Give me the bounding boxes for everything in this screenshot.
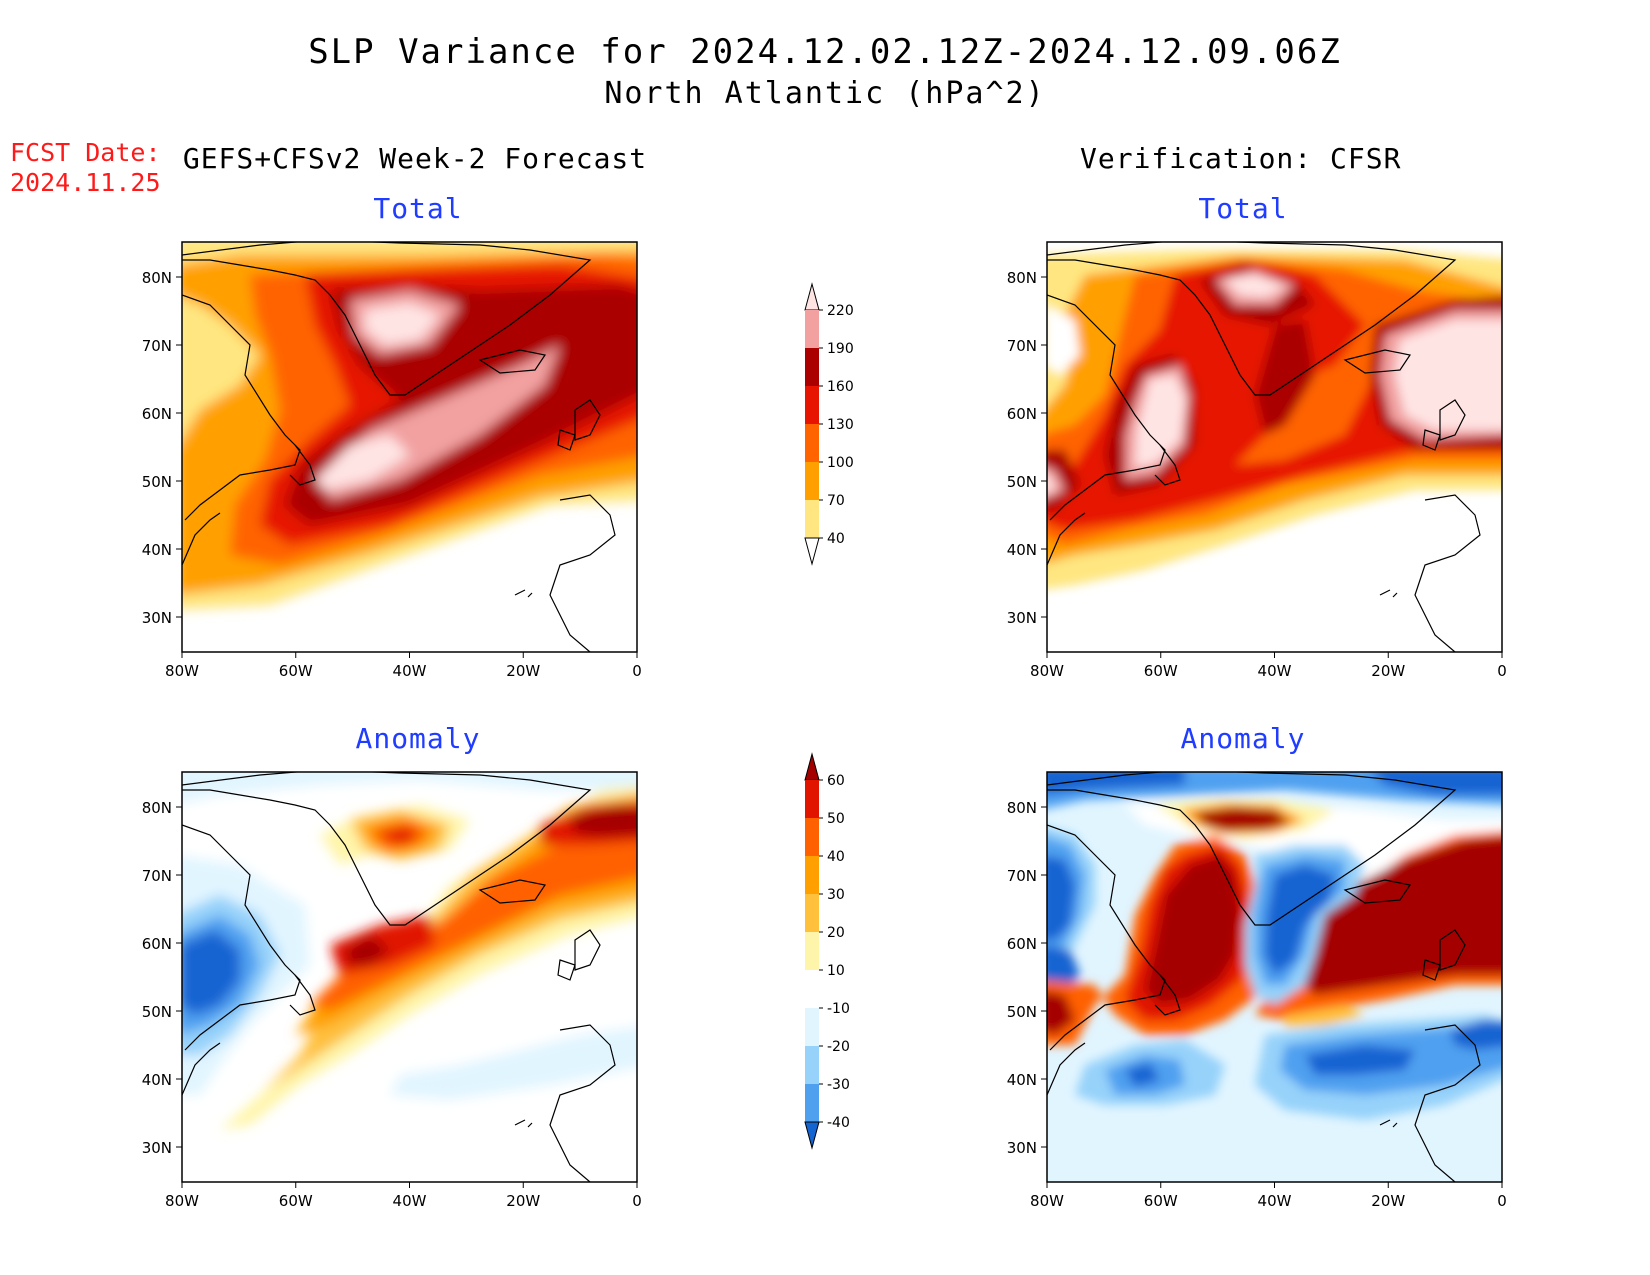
colorbar-label: -30	[827, 1077, 850, 1093]
lon-label: 60W	[279, 662, 313, 680]
verification-heading: Verification: CFSR	[1080, 142, 1402, 175]
colorbar-top-arrow	[804, 752, 820, 781]
colorbar-swatch	[805, 818, 819, 856]
colorbar-label: 190	[827, 341, 854, 357]
lat-label: 60N	[1007, 935, 1037, 953]
forecast-heading: GEFS+CFSv2 Week-2 Forecast	[182, 142, 648, 175]
colorbar-label: 60	[827, 773, 845, 789]
forecast-date-label: FCST Date:	[10, 138, 161, 167]
lat-label: 40N	[1007, 1071, 1037, 1089]
lon-label: 80W	[1030, 1192, 1064, 1210]
lat-label: 60N	[142, 405, 172, 423]
lon-label: 40W	[393, 662, 427, 680]
lon-label: 0	[632, 1192, 642, 1210]
colorbar-swatch	[805, 780, 819, 818]
lat-label: 80N	[1007, 269, 1037, 287]
lat-label: 50N	[142, 473, 172, 491]
colorbar-label: 100	[827, 455, 854, 471]
lat-label: 70N	[1007, 337, 1037, 355]
forecast-date-block: FCST Date: 2024.11.25	[10, 138, 161, 198]
total-colorbar: 40 70 100 130 160 190 220	[804, 282, 854, 566]
lat-label: 30N	[1007, 1139, 1037, 1157]
lat-label: 30N	[142, 609, 172, 627]
main-subtitle: North Atlantic (hPa^2)	[604, 76, 1046, 111]
lat-label: 60N	[1007, 405, 1037, 423]
lat-label: 80N	[1007, 799, 1037, 817]
lon-label: 80W	[165, 662, 199, 680]
lon-label: 20W	[1371, 662, 1405, 680]
lat-label: 30N	[142, 1139, 172, 1157]
lon-label: 0	[1497, 662, 1507, 680]
colorbar-swatch	[805, 500, 819, 538]
colorbar-bottom-arrow	[804, 1121, 820, 1150]
forecast-date-value: 2024.11.25	[10, 168, 161, 197]
lat-label: 70N	[142, 337, 172, 355]
colorbar-swatch	[805, 424, 819, 462]
colorbar-swatch	[805, 1084, 819, 1122]
lon-label: 40W	[1258, 1192, 1292, 1210]
colorbar-label: 160	[827, 379, 854, 395]
lon-label: 20W	[506, 1192, 540, 1210]
colorbar-label: -10	[827, 1001, 850, 1017]
colorbar-label: 220	[827, 303, 854, 319]
lat-label: 30N	[1007, 609, 1037, 627]
colorbar-label: 130	[827, 417, 854, 433]
lat-label: 40N	[142, 541, 172, 559]
colorbar-label: 40	[827, 849, 845, 865]
colorbar-top-arrow	[804, 282, 820, 311]
lat-label: 60N	[142, 935, 172, 953]
lat-label: 70N	[142, 867, 172, 885]
forecast-anomaly-map: 80N 70N 60N 50N 40N 30N 80W 60W 40W 20W 0	[142, 771, 642, 1210]
colorbar-swatch	[805, 894, 819, 932]
lon-label: 0	[632, 662, 642, 680]
verification-anomaly-map: 80N 70N 60N 50N 40N 30N 80W 60W 40W 20W 0	[1007, 771, 1507, 1210]
lon-label: 0	[1497, 1192, 1507, 1210]
anomaly-colorbar: -40 -30 -20 -10 10 20 30 40 50 60	[804, 752, 850, 1150]
main-title: SLP Variance for 2024.12.02.12Z-2024.12.…	[308, 32, 1342, 72]
lon-label: 80W	[1030, 662, 1064, 680]
lat-label: 70N	[1007, 867, 1037, 885]
colorbar-swatch	[805, 1008, 819, 1046]
lat-label: 50N	[1007, 1003, 1037, 1021]
verification-total-map: 80N 70N 60N 50N 40N 30N 80W 60W 40W 20W 0	[1007, 241, 1507, 680]
colorbar-swatch	[805, 348, 819, 386]
colorbar-label: 10	[827, 963, 845, 979]
forecast-anomaly-title: Anomaly	[355, 722, 481, 755]
lat-label: 50N	[1007, 473, 1037, 491]
colorbar-label: 30	[827, 887, 845, 903]
colorbar-label: 40	[827, 531, 845, 547]
colorbar-swatch	[805, 970, 819, 1008]
lon-label: 40W	[1258, 662, 1292, 680]
lon-label: 60W	[279, 1192, 313, 1210]
lon-label: 20W	[1371, 1192, 1405, 1210]
lat-label: 50N	[142, 1003, 172, 1021]
lon-label: 80W	[165, 1192, 199, 1210]
lat-label: 40N	[142, 1071, 172, 1089]
colorbar-label: 50	[827, 811, 845, 827]
colorbar-swatch	[805, 932, 819, 970]
lon-label: 60W	[1144, 662, 1178, 680]
colorbar-bottom-arrow	[804, 537, 820, 566]
forecast-total-title: Total	[373, 192, 463, 225]
colorbar-label: -20	[827, 1039, 850, 1055]
colorbar-swatch	[805, 310, 819, 348]
lat-label: 80N	[142, 799, 172, 817]
forecast-total-map: 80N 70N 60N 50N 40N 30N 80W 60W 40W 20W 0	[142, 241, 642, 680]
colorbar-label: 70	[827, 493, 845, 509]
colorbar-swatch	[805, 462, 819, 500]
colorbar-label: 20	[827, 925, 845, 941]
colorbar-swatch	[805, 386, 819, 424]
verification-total-title: Total	[1198, 192, 1288, 225]
lon-label: 20W	[506, 662, 540, 680]
lat-label: 40N	[1007, 541, 1037, 559]
verification-anomaly-title: Anomaly	[1180, 722, 1306, 755]
colorbar-label: -40	[827, 1115, 850, 1131]
lat-label: 80N	[142, 269, 172, 287]
colorbar-swatch	[805, 1046, 819, 1084]
colorbar-swatch	[805, 856, 819, 894]
lon-label: 40W	[393, 1192, 427, 1210]
lon-label: 60W	[1144, 1192, 1178, 1210]
